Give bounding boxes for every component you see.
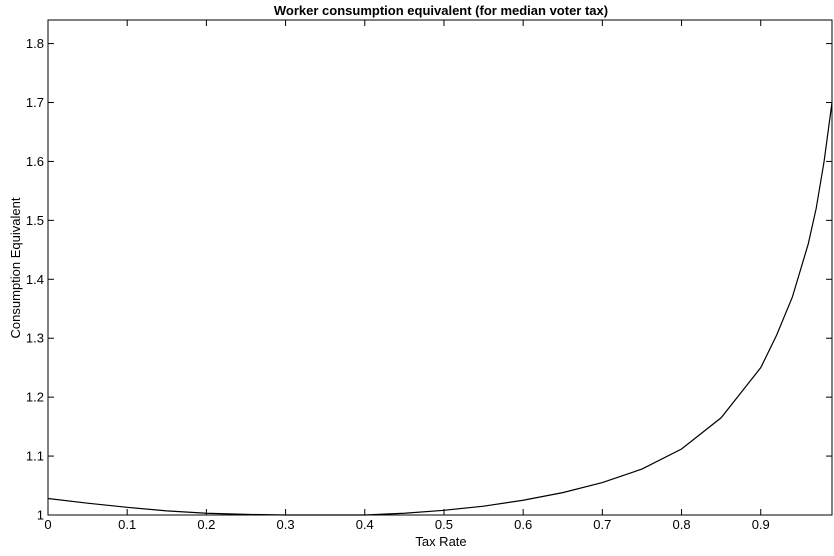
series-line bbox=[47, 102, 833, 516]
y-tick-label: 1.2 bbox=[26, 390, 44, 405]
x-tick-label: 0.9 bbox=[752, 517, 770, 532]
x-tick-label: 0.2 bbox=[197, 517, 215, 532]
x-axis-title: Tax Rate bbox=[415, 534, 466, 549]
x-tick-label: 0.1 bbox=[118, 517, 136, 532]
y-tick-labels: 1 1.1 1.2 1.3 1.4 1.5 1.6 1.7 1.8 bbox=[26, 36, 44, 522]
x-tick-label: 0.6 bbox=[514, 517, 532, 532]
y-tick-label: 1.6 bbox=[26, 154, 44, 169]
x-tick-label: 0.5 bbox=[435, 517, 453, 532]
y-tick-label: 1 bbox=[37, 508, 44, 523]
y-tick-label: 1.5 bbox=[26, 213, 44, 228]
x-tick-label: 0.8 bbox=[672, 517, 690, 532]
y-tick-label: 1.7 bbox=[26, 95, 44, 110]
y-tick-label: 1.1 bbox=[26, 449, 44, 464]
x-tick-label: 0.3 bbox=[277, 517, 295, 532]
chart-title: Worker consumption equivalent (for media… bbox=[274, 3, 608, 18]
x-tick-labels: 0 0.1 0.2 0.3 0.4 0.5 0.6 0.7 0.8 0.9 bbox=[44, 517, 769, 532]
y-tick-label: 1.8 bbox=[26, 36, 44, 51]
y-axis-title: Consumption Equivalent bbox=[8, 197, 23, 338]
axis-ticks bbox=[47, 20, 832, 516]
x-tick-label: 0 bbox=[44, 517, 51, 532]
y-tick-label: 1.4 bbox=[26, 272, 44, 287]
x-tick-label: 0.7 bbox=[593, 517, 611, 532]
x-tick-label: 0.4 bbox=[356, 517, 374, 532]
y-tick-label: 1.3 bbox=[26, 331, 44, 346]
plot-area-frame bbox=[47, 19, 833, 516]
